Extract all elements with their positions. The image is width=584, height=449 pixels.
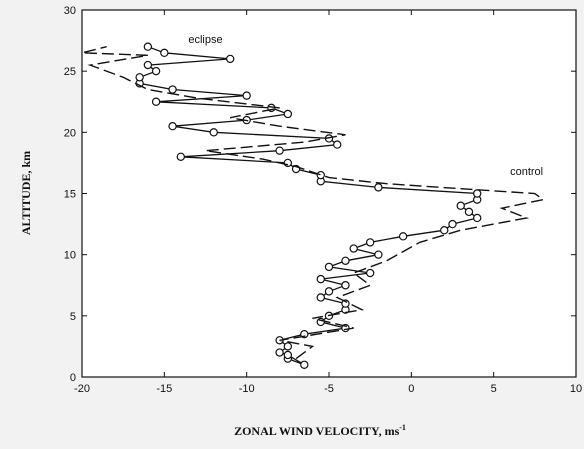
y-axis-ticks: 0 5 10 15 20 25 30 xyxy=(64,5,576,384)
data-point xyxy=(473,189,482,198)
x-tick-label: 10 xyxy=(570,383,582,395)
data-point xyxy=(283,158,293,168)
data-point xyxy=(143,42,153,51)
y-tick-label: 15 xyxy=(64,189,76,201)
data-point xyxy=(242,91,251,100)
data-point xyxy=(275,348,284,357)
data-point xyxy=(324,287,334,296)
data-point xyxy=(316,317,325,327)
control-line xyxy=(81,46,545,360)
annotations: eclipse control xyxy=(188,34,543,178)
x-tick-label: -10 xyxy=(239,383,255,395)
data-point xyxy=(283,350,293,360)
y-tick-label: 5 xyxy=(70,311,76,323)
x-tick-label: -20 xyxy=(74,383,90,395)
data-point xyxy=(333,140,342,149)
data-point xyxy=(464,207,474,217)
plot-area xyxy=(81,9,577,378)
series-solid-circles xyxy=(135,42,482,369)
annotation-eclipse: eclipse xyxy=(188,34,222,46)
data-point xyxy=(440,225,449,235)
data-point xyxy=(209,128,218,137)
data-point xyxy=(151,66,161,76)
data-point xyxy=(143,60,153,70)
data-point xyxy=(398,232,408,241)
y-tick-label: 0 xyxy=(70,372,76,384)
data-point xyxy=(473,213,482,223)
data-point xyxy=(168,122,177,131)
data-point xyxy=(365,238,375,247)
data-point xyxy=(300,360,309,369)
data-point xyxy=(374,250,383,259)
y-tick-label: 25 xyxy=(64,66,76,78)
data-point xyxy=(374,183,383,192)
data-point xyxy=(283,109,293,119)
x-tick-label: 5 xyxy=(491,383,497,395)
data-point xyxy=(168,85,177,94)
y-tick-label: 10 xyxy=(64,250,76,262)
data-point xyxy=(456,201,465,210)
data-point xyxy=(448,219,457,229)
data-point xyxy=(225,54,235,64)
x-tick-label: 0 xyxy=(408,383,414,395)
data-point xyxy=(341,281,350,290)
data-point xyxy=(349,244,358,253)
data-point xyxy=(283,342,293,351)
data-point xyxy=(160,48,169,58)
data-point xyxy=(275,146,284,155)
x-axis-title: ZONAL WIND VELOCITY, ms-1 xyxy=(234,423,406,438)
annotation-control: control xyxy=(510,166,543,178)
x-axis-ticks: -20 -15 -10 -5 0 5 10 xyxy=(74,10,582,395)
data-point xyxy=(151,97,161,106)
series-dashed xyxy=(81,46,545,360)
data-point xyxy=(324,262,334,272)
data-point xyxy=(135,73,144,82)
data-point xyxy=(176,152,185,161)
y-tick-label: 20 xyxy=(64,127,76,139)
y-tick-label: 30 xyxy=(64,5,76,17)
data-point xyxy=(316,293,325,302)
y-axis-title: ALTITUDE, km xyxy=(19,151,33,235)
x-tick-label: -5 xyxy=(324,383,334,395)
x-tick-label: -15 xyxy=(156,383,172,395)
data-point xyxy=(316,170,325,180)
data-point xyxy=(365,268,375,278)
data-point xyxy=(316,274,325,284)
data-point xyxy=(341,256,350,265)
